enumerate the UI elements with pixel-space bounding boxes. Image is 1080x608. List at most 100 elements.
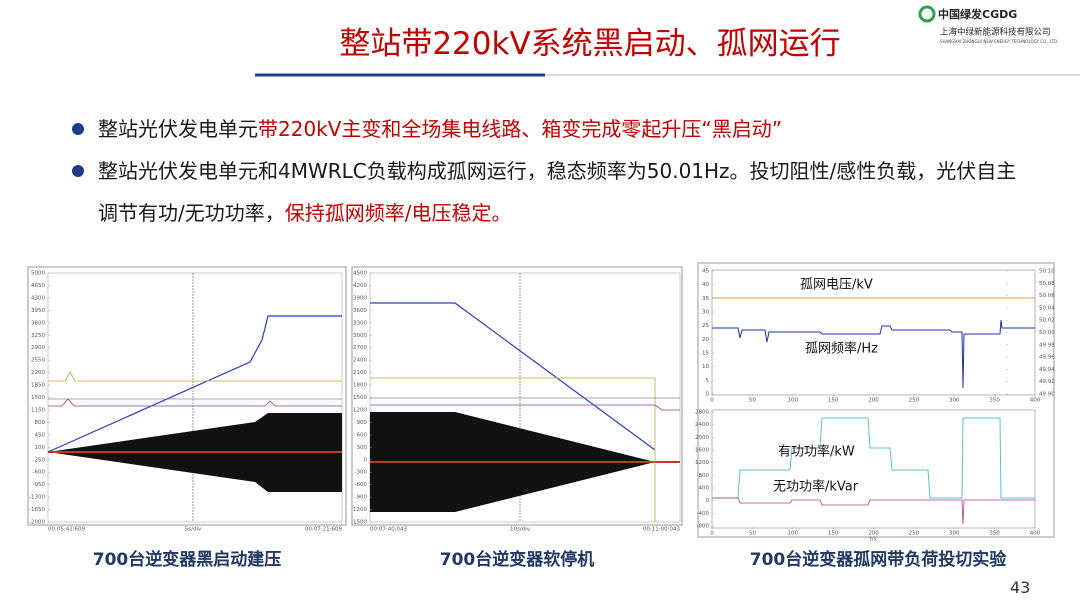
y-tick-label: 50.08 bbox=[1039, 281, 1055, 287]
y-tick-label: -900 bbox=[355, 495, 368, 501]
x-tick-label: 350 bbox=[989, 398, 1000, 404]
y-tick-label: 45 bbox=[702, 269, 709, 275]
y-tick-label: 3600 bbox=[31, 320, 45, 326]
y-tick-label: 50.02 bbox=[1039, 318, 1055, 324]
trace-label: 孤网频率/Hz bbox=[805, 341, 878, 357]
y-tick-label: -950 bbox=[33, 482, 46, 488]
trace-label: 无功功率/kVar bbox=[773, 479, 859, 495]
y-tick-label: 2800 bbox=[695, 410, 709, 416]
y-tick-label: 4300 bbox=[31, 295, 45, 301]
x-label: 00:11:00:043 bbox=[643, 527, 681, 533]
x-tick-label: 250 bbox=[909, 398, 920, 404]
y-tick-label: -250 bbox=[33, 457, 46, 463]
y-tick-label: -400 bbox=[697, 511, 710, 517]
y-tick-label: -2000 bbox=[29, 520, 45, 526]
y-tick-label: 2550 bbox=[31, 358, 45, 364]
y-tick-label: 300 bbox=[357, 445, 368, 451]
bullet-text: 整站光伏发电单元 bbox=[98, 117, 258, 141]
x-tick-label: 100 bbox=[788, 398, 799, 404]
y-tick-label: 900 bbox=[357, 420, 368, 426]
y-tick-label: 10 bbox=[702, 364, 709, 370]
bullet: 整站光伏发电单元和4MWRLC负载构成孤网运行，稳态频率为50.01Hz。投切阻… bbox=[72, 150, 1032, 234]
y-tick-label: 4200 bbox=[353, 283, 367, 289]
y-tick-label: 1600 bbox=[695, 448, 709, 454]
x-tick-label: 200 bbox=[868, 398, 879, 404]
y-tick-label: 20 bbox=[702, 337, 709, 343]
y-tick-label: -1300 bbox=[29, 495, 45, 501]
y-tick-label: 3300 bbox=[353, 320, 367, 326]
x-tick-label: 100 bbox=[788, 531, 799, 537]
y-tick-label: 2400 bbox=[695, 422, 709, 428]
y-tick-label: 5 bbox=[706, 378, 710, 384]
x-tick-label: 250 bbox=[909, 531, 920, 537]
x-tick-label: 50 bbox=[749, 531, 756, 537]
axis-label: t/s bbox=[870, 537, 877, 543]
y-tick-label: 25 bbox=[702, 323, 709, 329]
caption: 700台逆变器黑启动建压 bbox=[92, 550, 282, 570]
y-tick-label: 49.90 bbox=[1039, 392, 1055, 398]
slide-title: 整站带220kV系统黑启动、孤网运行 bbox=[339, 26, 841, 62]
bullet-list: 整站光伏发电单元带220kV主变和全场集电线路、箱变完成零起升压“黑启动” 整站光… bbox=[72, 108, 1032, 234]
x-label: 5s/div bbox=[185, 527, 202, 533]
y-tick-label: 50.04 bbox=[1039, 305, 1055, 311]
x-tick-label: 400 bbox=[1030, 531, 1041, 537]
y-tick-label: 4650 bbox=[31, 283, 45, 289]
y-tick-label: 0 bbox=[706, 498, 710, 504]
voltage-trace bbox=[370, 302, 656, 451]
plot-area bbox=[711, 409, 1036, 529]
y-tick-label: 3600 bbox=[353, 308, 367, 314]
y-tick-label: 3000 bbox=[353, 333, 367, 339]
trace-label: 有功功率/kW bbox=[778, 444, 855, 460]
y-tick-label: 15 bbox=[702, 351, 709, 357]
y-tick-label: -600 bbox=[33, 470, 46, 476]
y-tick-label: 49.92 bbox=[1039, 379, 1055, 385]
y-tick-label: 4500 bbox=[353, 271, 367, 277]
y-tick-label: 49.94 bbox=[1039, 367, 1055, 373]
trace-label: 孤网电压/kV bbox=[800, 278, 873, 293]
logo-brand: 中国绿发CGDG bbox=[938, 7, 1017, 21]
y-tick-label: 800 bbox=[699, 473, 710, 479]
y-tick-label: 2000 bbox=[695, 435, 709, 441]
y-tick-label: 49.98 bbox=[1039, 342, 1055, 348]
y-tick-label: -1500 bbox=[351, 520, 367, 526]
trace bbox=[370, 404, 680, 411]
y-tick-label: 1800 bbox=[353, 383, 367, 389]
x-tick-label: 400 bbox=[1030, 398, 1041, 404]
y-tick-label: 50.00 bbox=[1039, 330, 1055, 336]
x-tick-label: 150 bbox=[828, 398, 839, 404]
y-tick-label: 450 bbox=[35, 432, 46, 438]
x-label: 00:07:21:609 bbox=[305, 527, 343, 533]
plot-area bbox=[711, 269, 1036, 396]
y-tick-label: 1850 bbox=[31, 383, 45, 389]
y-tick-label: 800 bbox=[35, 420, 46, 426]
logo-company-en: SHANGHAI ZHONGLV NEW ENERGY TECHNOLOGY C… bbox=[940, 39, 1058, 44]
x-label: 00:05:41:609 bbox=[48, 527, 86, 533]
reactive-power-trace bbox=[712, 497, 1035, 525]
y-tick-label: 1150 bbox=[31, 407, 45, 413]
x-label: 10s/div bbox=[510, 527, 531, 533]
bullet: 整站光伏发电单元带220kV主变和全场集电线路、箱变完成零起升压“黑启动” bbox=[72, 108, 1032, 150]
y-tick-label: 0 bbox=[706, 392, 710, 398]
y-tick-label: 50.06 bbox=[1039, 293, 1055, 299]
x-tick-label: 50 bbox=[749, 398, 756, 404]
y-tick-label: 1500 bbox=[353, 395, 367, 401]
caption: 700台逆变器软停机 bbox=[439, 550, 595, 570]
page-number: 43 bbox=[1010, 578, 1031, 597]
y-tick-label: 2400 bbox=[353, 358, 367, 364]
bullet-text: 整站光伏发电单元和4MWRLC负载构成孤网运行，稳态频率为50.01Hz。投切阻… bbox=[98, 159, 1017, 225]
y-tick-label: 400 bbox=[699, 486, 710, 492]
y-tick-label: 1200 bbox=[695, 460, 709, 466]
y-tick-label: 600 bbox=[357, 432, 368, 438]
y-tick-label: -800 bbox=[697, 524, 710, 530]
y-tick-label: 1200 bbox=[353, 407, 367, 413]
logo-icon bbox=[918, 5, 936, 23]
y-tick-label: 50.10 bbox=[1039, 269, 1055, 275]
y-tick-label: -1650 bbox=[29, 507, 45, 513]
y-tick-label: 2200 bbox=[31, 370, 45, 376]
x-label: 00:07:40:043 bbox=[370, 527, 408, 533]
x-tick-label: 350 bbox=[989, 531, 1000, 537]
trace bbox=[48, 371, 342, 382]
y-tick-label: 5000 bbox=[31, 271, 45, 277]
logo-company: 上海中绿新能源科技有限公司 bbox=[940, 27, 1051, 38]
y-tick-label: 30 bbox=[702, 310, 709, 316]
